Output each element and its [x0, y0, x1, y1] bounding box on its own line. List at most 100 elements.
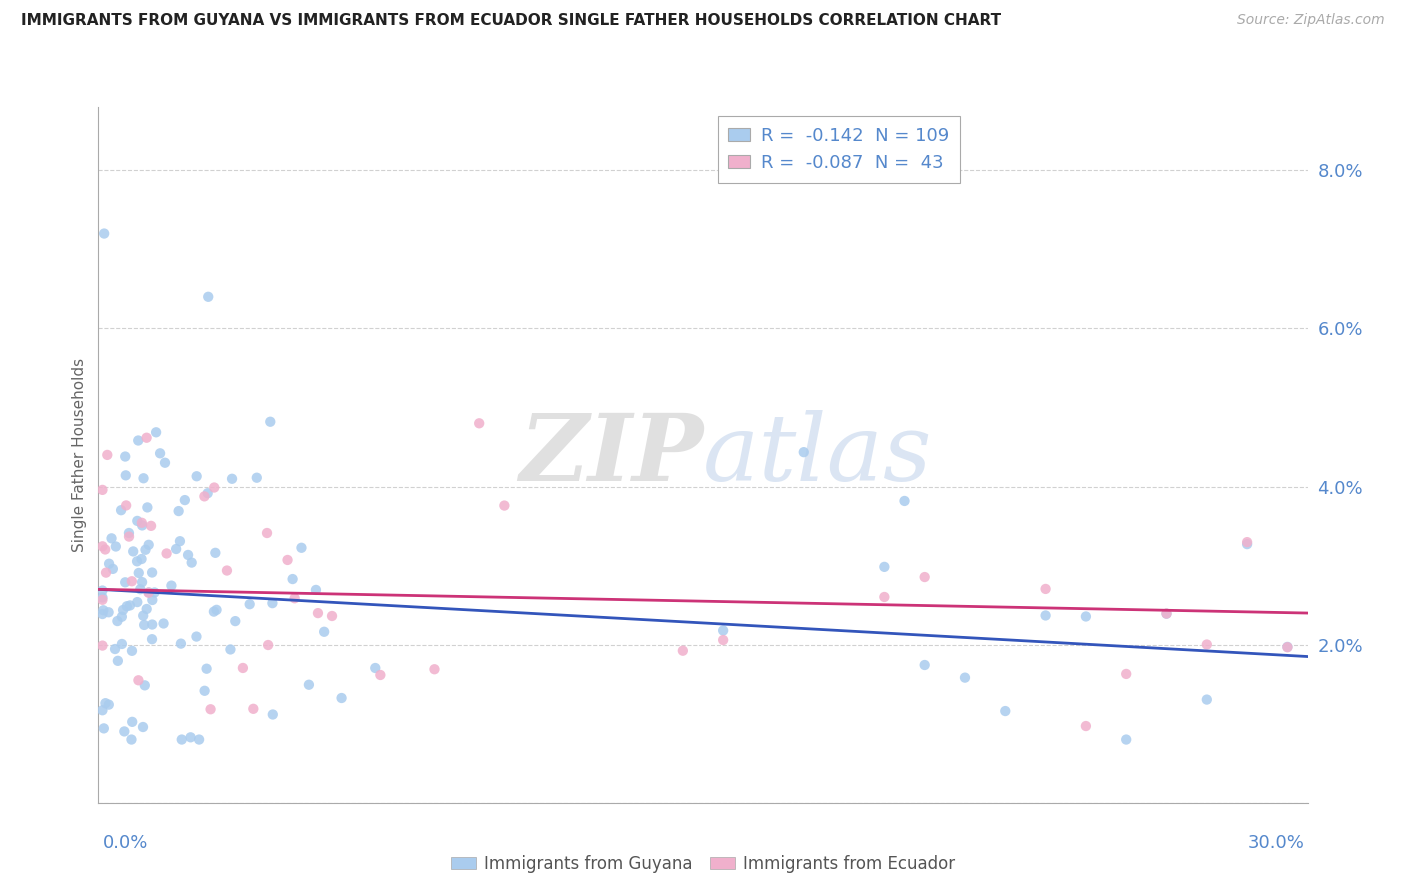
Point: [118, 526, 141, 541]
Point: [1236, 535, 1258, 549]
Point: [110, 503, 132, 517]
Point: [221, 472, 243, 486]
Point: [135, 431, 157, 445]
Point: [180, 731, 202, 745]
Point: [138, 585, 160, 599]
Point: [186, 469, 208, 483]
Point: [94, 566, 117, 580]
Point: [141, 593, 163, 607]
Legend: R =  -0.142  N = 109, R =  -0.087  N =  43: R = -0.142 N = 109, R = -0.087 N = 43: [717, 116, 960, 183]
Point: [672, 643, 695, 657]
Point: [793, 445, 815, 459]
Point: [143, 585, 166, 599]
Text: ZIP: ZIP: [519, 410, 703, 500]
Point: [1035, 608, 1057, 623]
Point: [91, 639, 114, 653]
Point: [242, 702, 264, 716]
Point: [104, 540, 127, 554]
Point: [114, 468, 136, 483]
Point: [1156, 607, 1178, 621]
Point: [215, 564, 238, 578]
Point: [180, 556, 202, 570]
Point: [139, 519, 162, 533]
Point: [91, 539, 114, 553]
Point: [112, 724, 135, 739]
Point: [115, 599, 138, 614]
Point: [197, 290, 219, 304]
Point: [167, 504, 190, 518]
Point: [125, 554, 148, 568]
Point: [91, 591, 114, 605]
Point: [423, 662, 446, 676]
Point: [134, 618, 156, 632]
Point: [131, 575, 153, 590]
Point: [1236, 537, 1258, 551]
Point: [914, 658, 936, 673]
Point: [873, 590, 896, 604]
Point: [136, 500, 159, 515]
Point: [160, 579, 183, 593]
Point: [91, 592, 114, 607]
Point: [141, 632, 163, 647]
Point: [141, 617, 163, 632]
Text: IMMIGRANTS FROM GUYANA VS IMMIGRANTS FROM ECUADOR SINGLE FATHER HOUSEHOLDS CORRE: IMMIGRANTS FROM GUYANA VS IMMIGRANTS FRO…: [21, 13, 1001, 29]
Point: [91, 483, 114, 497]
Point: [364, 661, 387, 675]
Point: [262, 596, 284, 610]
Point: [1074, 609, 1097, 624]
Point: [205, 603, 228, 617]
Point: [188, 732, 211, 747]
Point: [873, 560, 896, 574]
Point: [132, 608, 155, 623]
Point: [138, 538, 160, 552]
Point: [186, 630, 208, 644]
Point: [305, 582, 328, 597]
Point: [127, 434, 149, 448]
Point: [94, 542, 117, 557]
Point: [121, 732, 143, 747]
Point: [284, 591, 307, 606]
Point: [256, 526, 278, 541]
Point: [298, 678, 321, 692]
Point: [138, 585, 160, 599]
Point: [1277, 640, 1299, 654]
Point: [1195, 638, 1218, 652]
Point: [202, 481, 225, 495]
Point: [307, 606, 329, 620]
Point: [711, 632, 734, 647]
Point: [290, 541, 312, 555]
Point: [277, 553, 299, 567]
Point: [1156, 607, 1178, 621]
Point: [173, 493, 195, 508]
Point: [104, 642, 127, 657]
Point: [468, 417, 491, 431]
Point: [1074, 719, 1097, 733]
Point: [115, 499, 138, 513]
Point: [193, 489, 215, 503]
Point: [101, 562, 124, 576]
Point: [145, 425, 167, 440]
Point: [155, 546, 177, 560]
Point: [262, 707, 284, 722]
Point: [153, 456, 176, 470]
Point: [91, 583, 114, 598]
Text: Source: ZipAtlas.com: Source: ZipAtlas.com: [1237, 13, 1385, 28]
Point: [121, 714, 143, 729]
Point: [239, 597, 262, 611]
Point: [893, 494, 915, 508]
Point: [914, 570, 936, 584]
Point: [202, 605, 225, 619]
Point: [177, 548, 200, 562]
Point: [128, 566, 150, 580]
Point: [100, 532, 122, 546]
Point: [1195, 692, 1218, 706]
Point: [152, 616, 174, 631]
Point: [1115, 667, 1137, 681]
Point: [121, 574, 143, 589]
Point: [132, 720, 155, 734]
Point: [107, 654, 129, 668]
Point: [321, 609, 343, 624]
Point: [111, 637, 134, 651]
Point: [122, 544, 145, 558]
Point: [96, 448, 118, 462]
